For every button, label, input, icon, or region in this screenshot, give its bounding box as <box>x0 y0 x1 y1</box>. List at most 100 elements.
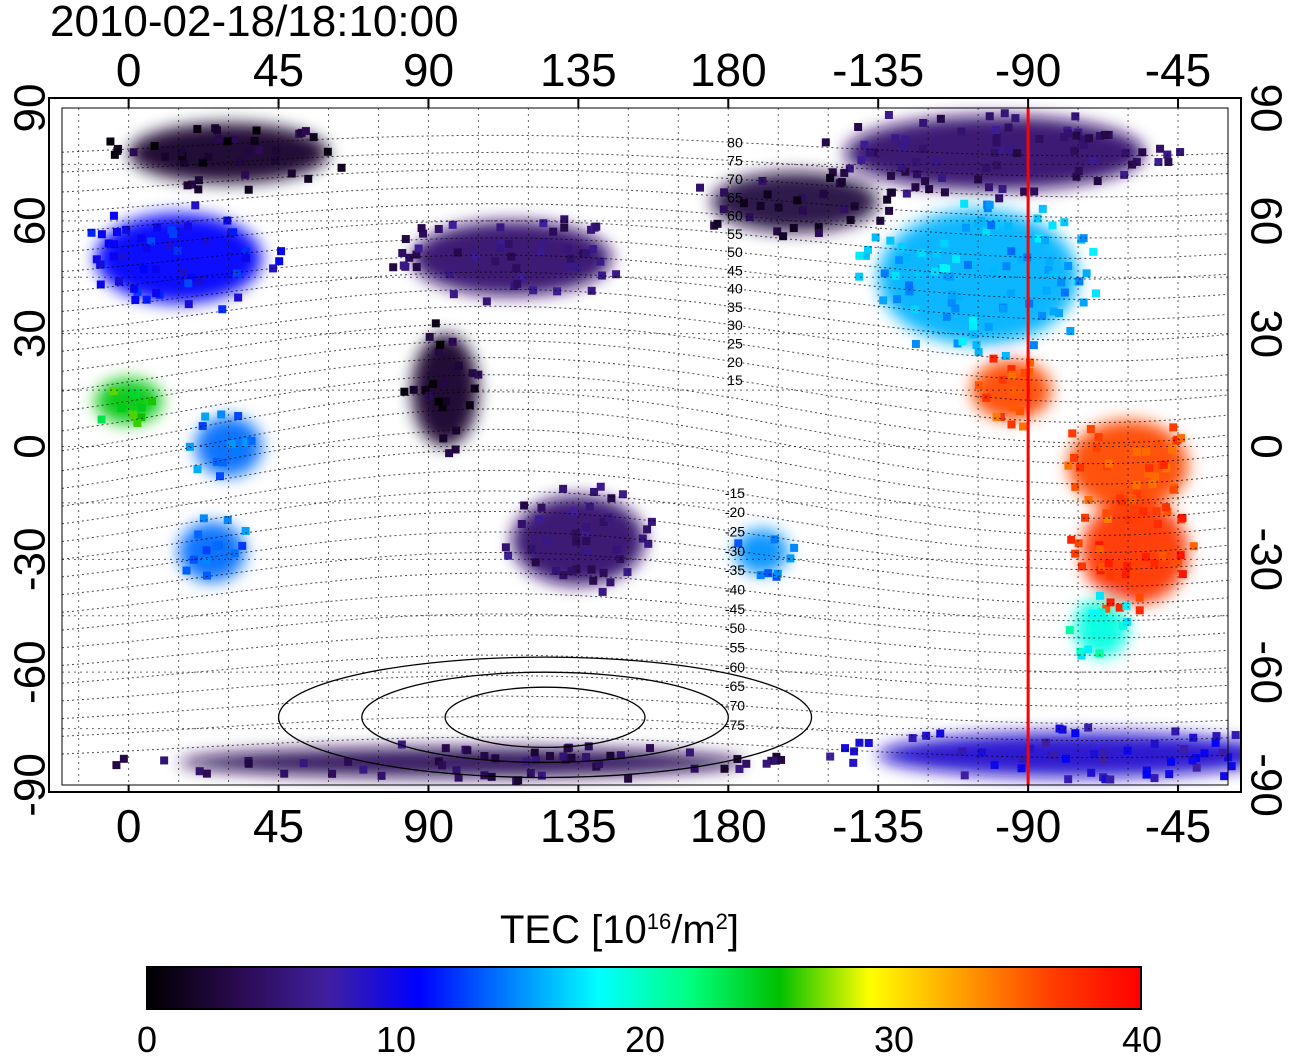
tec-pixel <box>1176 148 1185 157</box>
tec-pixel <box>359 765 368 774</box>
tec-pixel <box>1163 507 1172 516</box>
tec-pixel <box>1104 559 1113 568</box>
top-frame-tick <box>1177 98 1180 108</box>
tec-pixel <box>1095 132 1104 141</box>
tec-pixel <box>581 249 590 258</box>
tec-pixel <box>110 150 119 159</box>
tec-pixel <box>441 744 450 753</box>
tec-pixel <box>846 215 855 224</box>
colorbar-label-30: 30 <box>873 1019 915 1060</box>
tec-pixel <box>512 264 521 273</box>
tec-pixel <box>1026 744 1035 753</box>
magnetic-latitude-contour <box>61 510 1229 571</box>
tec-pixel <box>1177 434 1186 443</box>
tec-pixel <box>1159 460 1168 469</box>
tec-pixel <box>948 290 957 299</box>
right-lat-label: 90 <box>1242 84 1291 133</box>
tec-pixel <box>1102 509 1111 518</box>
tec-pixel <box>1057 278 1066 287</box>
tec-pixel <box>1158 552 1167 561</box>
tec-pixel <box>1084 723 1093 732</box>
tec-data-layer <box>87 109 1241 785</box>
tec-pixel <box>560 215 569 224</box>
tec-pixel <box>211 124 220 133</box>
bottom-lon-label: 180 <box>690 800 767 852</box>
tec-pixel <box>1151 472 1160 481</box>
tec-pixel <box>1145 464 1154 473</box>
tec-pixel <box>160 756 169 765</box>
tec-pixel <box>184 300 193 309</box>
tec-pixel <box>572 262 581 271</box>
tec-pixel <box>1220 772 1229 781</box>
tec-pixel <box>1071 729 1080 738</box>
tec-pixel <box>814 228 823 237</box>
tec-pixel <box>559 752 568 761</box>
tec-pixel <box>919 119 928 128</box>
tec-pixel <box>434 397 443 406</box>
tec-pixel <box>647 517 656 526</box>
magnetic-latitude-contour <box>61 339 1229 403</box>
tec-pixel <box>247 436 256 445</box>
tec-pixel <box>990 148 999 157</box>
tec-pixel <box>1227 762 1236 771</box>
tec-pixel <box>974 348 983 357</box>
contour-value-label: 15 <box>727 372 743 388</box>
tec-pixel <box>951 304 960 313</box>
tec-pixel <box>960 771 969 780</box>
tec-pixel <box>918 144 927 153</box>
top-longitude-labels: 0 45 90 135 180 -135 -90 -45 <box>116 44 1211 96</box>
tec-pixel <box>1150 740 1159 749</box>
tec-pixel <box>452 766 461 775</box>
tec-pixel <box>1095 649 1104 658</box>
magnetic-latitude-contour <box>61 531 1229 588</box>
tec-pixel <box>891 134 900 143</box>
tec-pixel <box>87 228 96 237</box>
tec-pixel <box>921 177 930 186</box>
contour-value-label: -55 <box>725 640 745 656</box>
magnetic-latitude-contour <box>61 391 1229 465</box>
tec-pixel <box>855 272 864 281</box>
tec-pixel <box>241 253 250 262</box>
tec-pixel <box>241 247 250 256</box>
tec-pixel <box>992 132 1001 141</box>
tec-pixel <box>97 230 106 239</box>
bottom-frame-tick <box>577 785 580 792</box>
tec-pixel <box>150 142 159 151</box>
tec-pixel <box>1099 748 1108 757</box>
colorbar-label-20: 20 <box>624 1019 666 1060</box>
colorbar-title-exponent: 16 <box>646 909 672 934</box>
tec-pixel <box>513 279 522 288</box>
bottom-frame-tick <box>127 785 130 792</box>
tec-pixel <box>201 236 210 245</box>
magnetic-latitude-contour <box>61 186 1229 218</box>
tec-pixel <box>998 184 1007 193</box>
tec-pixel <box>1192 763 1201 772</box>
tec-region-patagonia <box>1074 596 1129 658</box>
tec-pixel <box>998 375 1007 384</box>
tec-pixel <box>958 337 967 346</box>
tec-pixel <box>1131 568 1140 577</box>
tec-pixel <box>1067 535 1076 544</box>
tec-pixel <box>850 747 859 756</box>
tec-pixel <box>840 205 849 214</box>
contour-value-label: -30 <box>725 543 745 559</box>
tec-pixel <box>517 520 526 529</box>
right-lat-label: -30 <box>1242 528 1291 592</box>
tec-pixel <box>618 490 627 499</box>
tec-pixel <box>581 527 590 536</box>
tec-pixel <box>1142 766 1151 775</box>
tec-pixel <box>191 201 200 210</box>
tec-pixel <box>773 569 782 578</box>
tec-pixel <box>202 571 211 580</box>
tec-pixel <box>587 565 596 574</box>
contour-value-label: 40 <box>727 281 743 297</box>
tec-pixel <box>1122 602 1131 611</box>
tec-pixel <box>604 513 613 522</box>
tec-pixel <box>1161 503 1170 512</box>
tec-pixel <box>109 240 118 249</box>
top-frame-tick <box>127 98 130 108</box>
tec-pixel <box>299 759 308 768</box>
tec-pixel <box>955 292 964 301</box>
tec-pixel <box>419 229 428 238</box>
tec-pixel <box>133 418 142 427</box>
